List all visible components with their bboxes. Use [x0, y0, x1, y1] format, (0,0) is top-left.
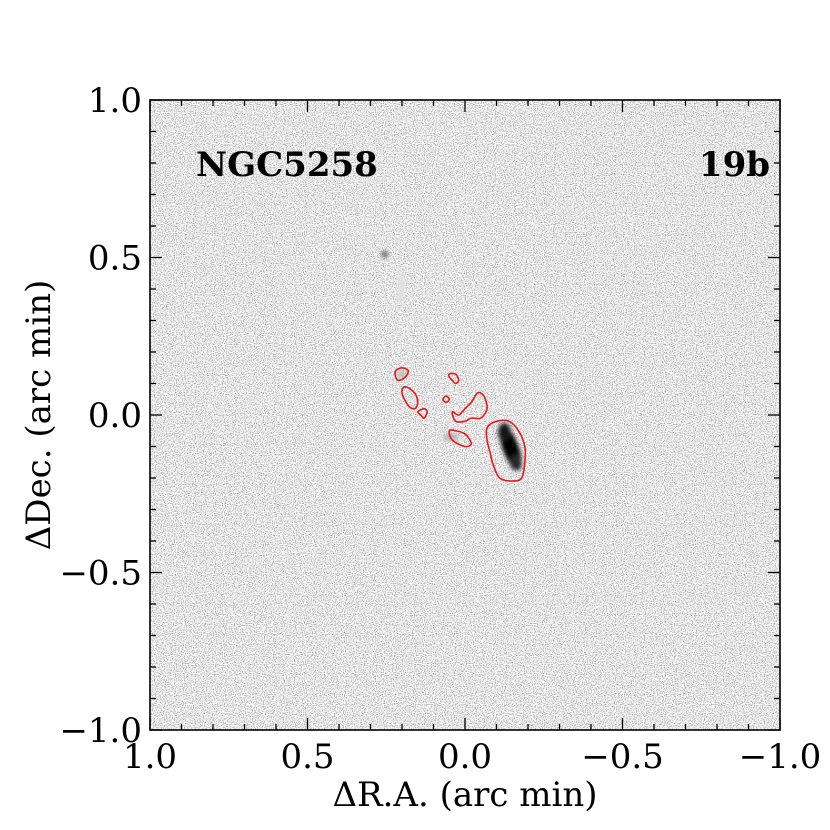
x-tick-label: 1.0: [123, 737, 177, 777]
axis-ticks: [149, 99, 781, 731]
emission-blobs: [380, 250, 522, 471]
emission-blob-4: [397, 369, 407, 379]
tick-labels: 1.0 0.5 0.0 −0.5 −1.01.00.50.0−0.5−1.0: [59, 81, 821, 777]
x-tick-label: 0.0: [438, 737, 492, 777]
y-axis-label: ΔDec. (arc min): [19, 280, 59, 551]
emission-blob-2: [509, 454, 522, 471]
emission-blob-1: [498, 422, 511, 442]
annotation-panel-id: 19b: [699, 145, 770, 185]
y-tick-label: 0.5: [88, 239, 142, 279]
contour-6: [451, 391, 488, 423]
y-tick-label: 0.0: [88, 396, 142, 436]
contour-5: [448, 429, 473, 448]
y-tick-label: 1.0: [88, 81, 142, 121]
x-tick-label: −0.5: [581, 737, 664, 777]
y-tick-label: −1.0: [59, 711, 142, 751]
y-tick-label: −0.5: [59, 554, 142, 594]
emission-blob-6: [398, 270, 406, 308]
x-axis-label: ΔR.A. (arc min): [332, 775, 597, 815]
emission-blob-3: [380, 250, 389, 259]
contour-1: [394, 366, 410, 382]
contour-3: [416, 407, 429, 419]
contour-7: [442, 395, 451, 404]
x-tick-label: 0.5: [280, 737, 334, 777]
image-panel: [150, 100, 780, 730]
annotation-galaxy-name: NGC5258: [196, 145, 378, 185]
x-tick-label: −1.0: [739, 737, 822, 777]
contour-2: [401, 385, 419, 410]
image-noise: [150, 100, 780, 730]
contours: [394, 366, 527, 482]
contour-4: [447, 372, 460, 385]
contour-0: [485, 419, 527, 482]
